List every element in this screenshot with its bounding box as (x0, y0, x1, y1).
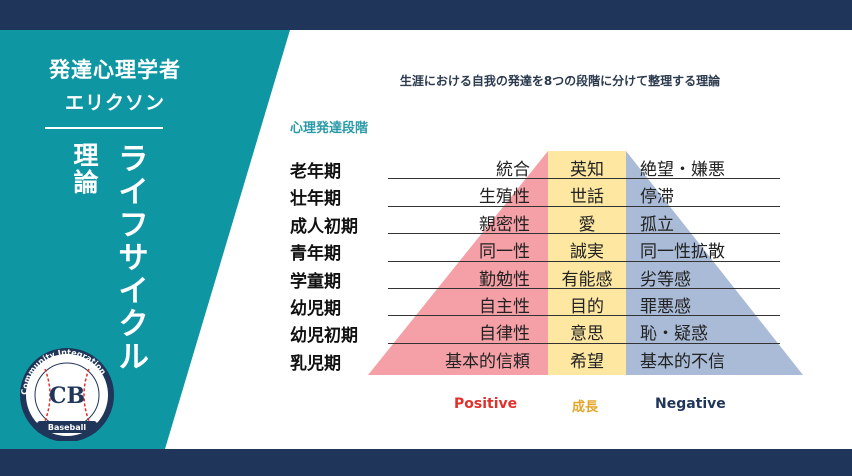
divider (45, 127, 163, 129)
theorist-name: エリクソン (64, 92, 165, 114)
row-divider (388, 342, 780, 344)
virtue-label: 誠実 (570, 242, 604, 263)
row-divider (388, 178, 780, 180)
positive-trait: 親密性 (479, 214, 530, 235)
teal-side-panel (0, 30, 290, 449)
virtue-label: 希望 (570, 351, 604, 372)
negative-trait: 罪悪感 (640, 297, 691, 317)
legend-positive: Positive (454, 396, 518, 412)
stage-name: 壮年期 (290, 189, 341, 210)
stage-name: 老年期 (290, 162, 341, 182)
positive-trait: 統合 (496, 160, 530, 180)
logo-initials: CB (49, 383, 85, 409)
virtue-label: 愛 (578, 214, 596, 235)
stage-name: 学童期 (290, 271, 341, 292)
row-divider (388, 233, 780, 235)
bottom-bar (0, 449, 852, 476)
pyramid-positive-region (368, 151, 548, 375)
positive-trait: 生殖性 (479, 187, 530, 208)
stage-row: 成人初期 親密性 愛 孤立 (0, 207, 852, 237)
positive-trait: 基本的信頼 (445, 351, 530, 372)
stage-name: 幼児期 (290, 299, 341, 319)
virtue-label: 目的 (570, 297, 604, 317)
positive-trait: 同一性 (479, 242, 530, 263)
stage-name: 青年期 (290, 244, 341, 265)
slide-area (0, 30, 852, 449)
stage-row: 幼児初期 自律性 意思 恥・疑惑 (0, 316, 852, 347)
vertical-label-lifecycle: ライフサイクル (112, 142, 148, 373)
stage-row: 壮年期 生殖性 世話 停滞 (0, 179, 852, 210)
negative-trait: 基本的不信 (640, 351, 725, 372)
section-label: 心理発達段階 (290, 121, 369, 136)
logo-banner: Baseball (48, 423, 87, 432)
community-baseball-logo: Community Integration CB Baseball (20, 348, 114, 441)
virtue-label: 有能感 (561, 269, 613, 290)
positive-trait: 自律性 (479, 324, 530, 345)
negative-trait: 劣等感 (640, 269, 691, 290)
virtue-label: 世話 (570, 187, 604, 208)
negative-trait: 停滞 (640, 187, 674, 208)
row-divider (388, 260, 780, 262)
negative-trait: 孤立 (640, 214, 674, 235)
stage-row: 幼児期 自主性 目的 罪悪感 (0, 289, 852, 319)
stage-name: 幼児初期 (290, 326, 358, 347)
stage-name: 成人初期 (290, 216, 358, 237)
negative-trait: 同一性拡散 (640, 242, 725, 263)
positive-trait: 自主性 (479, 297, 530, 317)
stage-name: 乳児期 (290, 353, 341, 374)
pyramid-virtue-region (548, 151, 626, 375)
side-title: 発達心理学者 (49, 58, 181, 82)
pyramid-negative-region (626, 151, 803, 375)
negative-trait: 絶望・嫌悪 (640, 160, 725, 180)
stage-row: 学童期 勤勉性 有能感 劣等感 (0, 262, 852, 292)
virtue-label: 意思 (570, 324, 604, 345)
stage-row: 青年期 同一性 誠実 同一性拡散 (0, 234, 852, 265)
stage-row: 老年期 統合 英知 絶望・嫌悪 (0, 152, 852, 182)
vertical-label-theory: 理論 (70, 142, 99, 196)
row-divider (388, 288, 780, 289)
row-divider (388, 205, 780, 207)
negative-trait: 恥・疑惑 (640, 324, 708, 345)
row-divider (388, 315, 780, 317)
stage-row: 乳児期 基本的信頼 希望 基本的不信 (0, 344, 852, 374)
legend-negative: Negative (655, 396, 726, 412)
legend-virtue: 成長 (572, 400, 599, 415)
page-subtitle: 生涯における自我の発達を8つの段階に分けて整理する理論 (399, 74, 721, 88)
positive-trait: 勤勉性 (479, 269, 530, 290)
top-bar (0, 0, 852, 30)
virtue-label: 英知 (570, 160, 604, 180)
